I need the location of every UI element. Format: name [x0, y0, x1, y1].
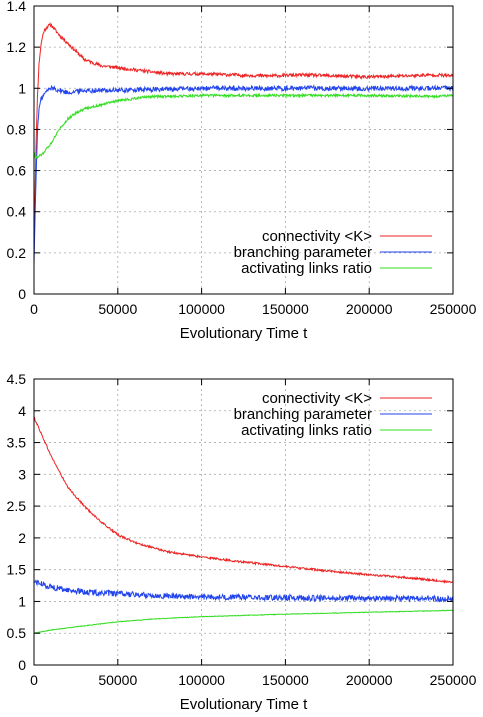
y-tick-label: 0.2 — [7, 245, 27, 261]
y-tick-label: 0 — [18, 286, 26, 302]
legend: connectivity <K>branching parameteractiv… — [234, 228, 432, 277]
legend-label: activating links ratio — [241, 260, 372, 277]
x-tick-label: 200000 — [346, 301, 393, 317]
x-tick-label: 150000 — [262, 672, 309, 688]
bottom-chart: 0 50000 100000 150000 200000 250000 0 0.5 1 1.5 2 2… — [7, 371, 477, 713]
legend-label: branching parameter — [234, 406, 372, 423]
y-tick-label: 0 — [18, 657, 26, 673]
legend: connectivity <K>branching parameteractiv… — [234, 390, 432, 439]
top-chart: 0 50000 100000 150000 200000 250000 0 0.2 0.4 0.6… — [7, 0, 477, 342]
legend-label: branching parameter — [234, 244, 372, 261]
x-axis-title: Evolutionary Time t — [180, 325, 308, 342]
x-tick-label: 100000 — [178, 672, 225, 688]
plot-frame — [33, 378, 454, 666]
series-line-activating — [33, 92, 454, 160]
series-line-branching — [33, 84, 454, 265]
series-line-activating — [33, 609, 454, 634]
x-tick-label: 50000 — [98, 672, 137, 688]
y-tick-label: 4 — [18, 403, 26, 419]
series-line-connectivity — [33, 21, 454, 254]
legend-label: activating links ratio — [241, 422, 372, 439]
y-tick-label: 1 — [18, 80, 26, 96]
y-tick-label: 1 — [18, 593, 26, 609]
y-tick-label: 2.5 — [7, 498, 27, 514]
y-tick-label: 0.5 — [7, 625, 27, 641]
plot-frame — [33, 5, 454, 295]
x-tick-label: 200000 — [346, 672, 393, 688]
x-axis-title: Evolutionary Time t — [180, 696, 308, 713]
y-tick-label: 0.8 — [7, 121, 27, 137]
y-tick-label: 1.2 — [7, 39, 27, 55]
y-tick-label: 3.5 — [7, 435, 27, 451]
series-line-connectivity — [33, 416, 454, 584]
x-tick-label: 150000 — [262, 301, 309, 317]
x-tick-label: 0 — [30, 672, 38, 688]
series-line-branching — [33, 579, 454, 603]
x-tick-label: 50000 — [98, 301, 137, 317]
y-tick-label: 1.5 — [7, 562, 27, 578]
x-tick-label: 250000 — [430, 301, 477, 317]
legend-label: connectivity <K> — [262, 390, 372, 407]
y-tick-label: 3 — [18, 466, 26, 482]
x-tick-label: 100000 — [178, 301, 225, 317]
legend-label: connectivity <K> — [262, 228, 372, 245]
y-tick-label: 2 — [18, 530, 26, 546]
y-tick-label: 0.6 — [7, 163, 27, 179]
x-tick-label: 0 — [30, 301, 38, 317]
y-tick-label: 4.5 — [7, 371, 27, 387]
y-tick-label: 1.4 — [7, 0, 27, 14]
x-tick-label: 250000 — [430, 672, 477, 688]
y-tick-label: 0.4 — [7, 204, 27, 220]
